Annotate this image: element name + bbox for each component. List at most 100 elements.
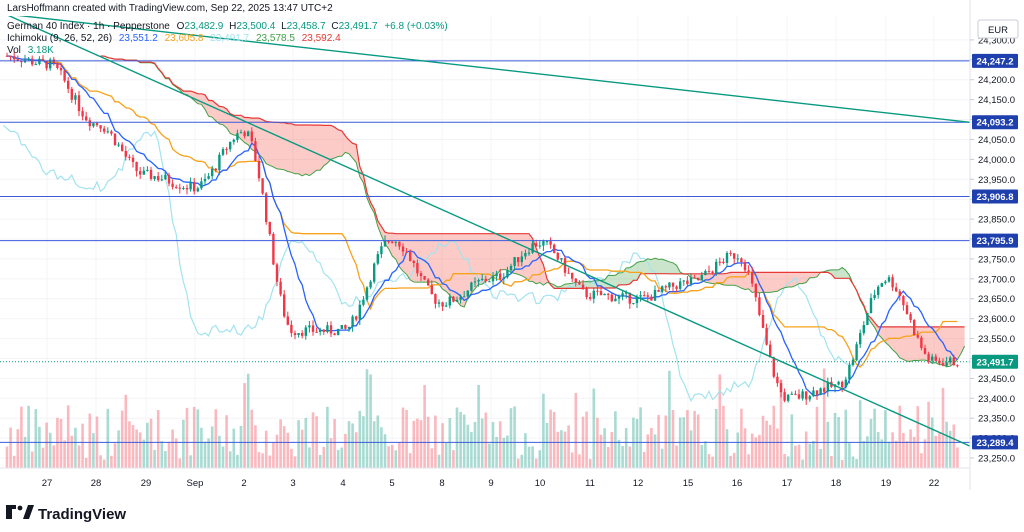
candle-body [311, 325, 315, 332]
candle-body [592, 290, 595, 299]
candle-body [909, 314, 912, 320]
cloud-segment [903, 326, 907, 362]
currency-box[interactable] [977, 19, 1019, 39]
time-tick-label: 3 [290, 478, 295, 489]
volume-bar [214, 409, 218, 468]
volume-bar [819, 448, 822, 468]
cloud-segment [626, 267, 630, 285]
cloud-segment [338, 129, 342, 157]
volume-bar [394, 450, 398, 468]
volume-bar [617, 439, 621, 468]
tradingview-logo[interactable]: TradingView [6, 505, 126, 523]
candle-body [916, 335, 919, 338]
horizontal-levels [0, 60, 970, 443]
cloud-segment [359, 166, 364, 183]
cloud-segment [187, 91, 191, 98]
volume-bar [650, 427, 653, 468]
price-tick-label: 24,200.0 [978, 75, 1015, 86]
candle-body [70, 88, 73, 100]
cloud-segment [464, 233, 468, 308]
volume-bar [189, 455, 192, 468]
candle-body [481, 278, 484, 281]
cloud-segment [734, 272, 738, 287]
candle-body [38, 58, 41, 65]
candle-body [733, 253, 736, 259]
volume-bar [722, 405, 725, 468]
volume-bar [203, 441, 207, 468]
volume-bar [707, 454, 711, 468]
cloud-segment [403, 233, 407, 275]
candle-body [463, 296, 466, 298]
volume-bar [538, 450, 542, 468]
candle-body [844, 379, 847, 388]
candle-body [99, 125, 102, 129]
cloud-segment [327, 125, 331, 164]
candle-body [383, 240, 387, 247]
candle-body [308, 325, 311, 328]
cloud-segment [644, 258, 648, 274]
time-axis[interactable]: 27 28 29 Sep 2 3 4 5 8 9 10 11 12 15 16 17 18 19 22 [42, 478, 940, 489]
volume-bar [41, 447, 45, 468]
volume-bar [527, 446, 531, 468]
ichimoku-legend[interactable]: Ichimoku (9, 26, 52, 26) 23,551.2 23,605… [7, 33, 341, 44]
candle-body [437, 302, 441, 304]
volume-bar [462, 414, 466, 468]
ichimoku-label: Ichimoku (9, 26, 52, 26) [7, 33, 112, 44]
candle-body [560, 258, 563, 260]
candle-body [27, 58, 30, 61]
candle-body [275, 264, 279, 282]
conversion-line [6, 55, 958, 397]
volume-bar [243, 383, 246, 468]
volume-bar [455, 407, 459, 468]
volume-bar [588, 458, 592, 468]
volume-bar [549, 409, 552, 468]
cloud-segment [287, 123, 292, 173]
cloud-segment [604, 275, 609, 289]
candle-body [31, 58, 34, 65]
symbol-legend[interactable]: German 40 Index · 1h · Pepperstone O23,4… [7, 21, 448, 32]
candle-body [470, 282, 473, 291]
volume-bar [171, 429, 174, 468]
candle-body [455, 299, 459, 302]
candle-body [808, 396, 811, 400]
price-tick-label: 23,750.0 [978, 254, 1015, 265]
volume-bar [671, 409, 675, 468]
volume-bar [38, 426, 41, 468]
trend-line[interactable] [5, 14, 970, 124]
cloud-segment [485, 233, 490, 281]
cloud-segment [831, 269, 835, 279]
candle-body [423, 275, 426, 280]
candle-body [826, 381, 829, 392]
candle-body [545, 241, 549, 243]
time-tick-label: 29 [141, 478, 152, 489]
candle-body [556, 252, 559, 260]
volume-bar [106, 408, 110, 468]
candle-body [297, 333, 300, 336]
volume-bar [833, 412, 837, 468]
ohlc-h-value: 23,500.4 [236, 21, 275, 32]
candle-body [668, 282, 671, 288]
volume-bar [88, 413, 92, 468]
volume-bar [239, 425, 243, 468]
volume-bar [621, 446, 624, 468]
candle-body [5, 55, 9, 57]
volume-bar [794, 445, 797, 468]
volume-bar [552, 411, 556, 468]
candle-body [405, 251, 408, 253]
volume-bar [779, 379, 783, 468]
cloud-segment [197, 93, 202, 105]
volume-bar [275, 434, 279, 468]
candle-body [743, 262, 747, 271]
volume-bar [952, 424, 956, 468]
candle-body [329, 325, 333, 334]
candle-body [542, 241, 545, 246]
candle-body [254, 141, 257, 161]
volume-legend[interactable]: Vol 3.18K [7, 45, 54, 56]
candle-body [535, 243, 538, 247]
candle-body [801, 391, 804, 399]
candle-body [769, 344, 772, 358]
level-label-bg [972, 189, 1018, 204]
volume-bar [81, 423, 84, 468]
candle-body [567, 272, 570, 274]
trend-line[interactable] [5, 14, 970, 447]
